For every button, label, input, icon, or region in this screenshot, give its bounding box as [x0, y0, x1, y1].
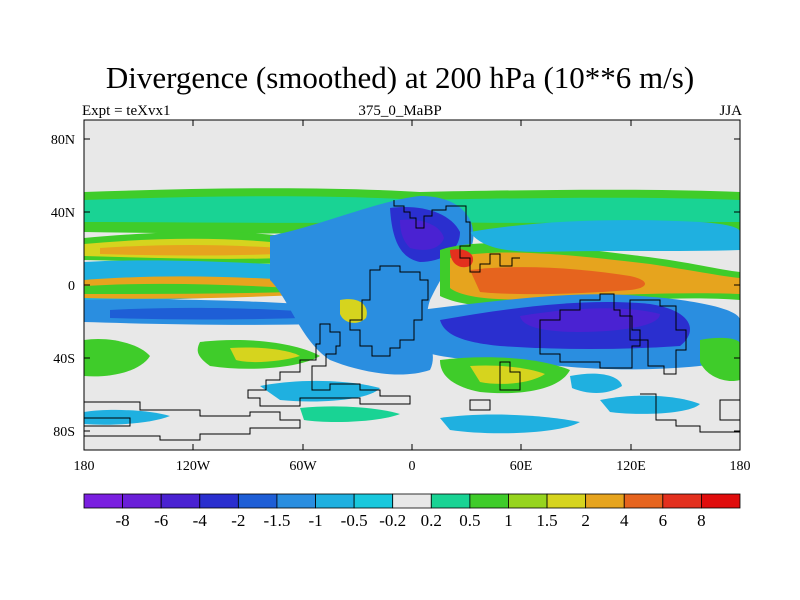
lat-tick: 0	[68, 279, 75, 294]
lat-tick: 40S	[53, 352, 75, 367]
contour-s-cyan-3	[600, 395, 700, 414]
colorbar-swatch	[430, 493, 471, 509]
lon-tick: 180	[730, 459, 751, 474]
contour-s-cyan-4	[84, 409, 170, 425]
contour-belt-orange	[100, 245, 280, 256]
lon-tick: 0	[409, 459, 416, 474]
contour-s-teal	[300, 406, 400, 422]
contour-nasia-cyan	[470, 220, 740, 252]
plot-title: Divergence (smoothed) at 200 hPa (10**6 …	[105, 60, 695, 95]
colorbar-swatch	[160, 493, 201, 509]
contour-satl-yellow	[470, 365, 545, 384]
coast-s-island	[469, 399, 491, 411]
contour-eq-green	[84, 283, 290, 294]
colorbar-label: -1	[308, 511, 322, 530]
colorbar-swatch	[199, 493, 239, 509]
colorbar-swatch	[546, 493, 587, 509]
colorbar-swatch	[276, 493, 316, 509]
contour-sw-green	[84, 338, 150, 377]
colorbar-swatch	[508, 493, 548, 509]
lon-tick: 60E	[510, 459, 533, 474]
coastlines	[84, 200, 740, 441]
colorbar-label: 2	[581, 511, 590, 530]
coast-south-america	[247, 323, 411, 407]
colorbar-swatch	[701, 493, 741, 509]
lat-tick: 40N	[51, 206, 75, 221]
colorbar-swatch	[469, 493, 509, 509]
colorbar-label: -0.5	[341, 511, 368, 530]
coast-australia	[629, 299, 687, 375]
colorbar-label: -0.2	[379, 511, 406, 530]
divergence-field	[84, 120, 740, 450]
coast-madagascar	[499, 361, 521, 391]
contour-s-cyan-1	[260, 380, 380, 402]
colorbar-swatch	[122, 493, 162, 509]
lon-tick: 180	[74, 459, 95, 474]
contour-s-cyan-2	[440, 414, 580, 434]
lon-tick: 60W	[289, 459, 317, 474]
contour-south-darkblue	[110, 307, 310, 320]
colorbar-swatch	[392, 493, 432, 509]
colorbar-label: -8	[116, 511, 130, 530]
colorbar-label: 0.5	[459, 511, 480, 530]
colorbar-label: 0.2	[421, 511, 442, 530]
colorbar-swatch	[585, 493, 625, 509]
coast-laurasia	[393, 200, 520, 273]
contour-indian-purple	[520, 308, 660, 332]
colorbar-label: -2	[231, 511, 245, 530]
lon-tick: 120W	[176, 459, 211, 474]
colorbar-swatch	[662, 493, 702, 509]
colorbar-label: 6	[659, 511, 668, 530]
colorbar-label: 1	[504, 511, 513, 530]
coast-india	[539, 293, 641, 369]
contour-se-green	[700, 337, 740, 382]
colorbar-label: -1.5	[263, 511, 290, 530]
time-label: 375_0_MaBP	[358, 103, 442, 119]
coast-antarctica-inner	[84, 417, 131, 427]
contour-s-cyan-5	[570, 373, 622, 393]
lon-axis: 180 120W 60W 0 60E 120E 180	[74, 120, 751, 474]
season-label: JJA	[719, 103, 742, 119]
coast-antarctica-east	[640, 393, 740, 433]
colorbar-label: 1.5	[536, 511, 557, 530]
contour-spac-yellow	[230, 347, 300, 363]
colorbar-label: -6	[154, 511, 168, 530]
contour-atlantic-yellow	[340, 299, 367, 323]
colorbar-swatch	[353, 493, 394, 509]
coast-se-island	[719, 399, 740, 421]
contour-asia-darkorange	[470, 267, 645, 295]
coast-africa	[349, 265, 429, 357]
colorbar-swatch	[83, 493, 123, 509]
lon-tick: 120E	[616, 459, 646, 474]
contour-africa-purple	[400, 219, 444, 250]
colorbar-swatch	[623, 493, 664, 509]
coast-antarctica-west	[84, 401, 301, 441]
experiment-label: Expt = teXvx1	[82, 103, 171, 119]
colorbar-label: -4	[193, 511, 208, 530]
colorbar: -8 -6 -4 -2 -1.5 -1 -0.5 -0.2 0.2 0.5 1 1.5 2 4 6 8	[83, 493, 741, 530]
colorbar-label: 4	[620, 511, 629, 530]
colorbar-swatch	[315, 493, 355, 509]
lat-tick: 80N	[51, 133, 75, 148]
lat-tick: 80S	[53, 425, 75, 440]
colorbar-swatch	[237, 493, 278, 509]
lat-axis: 80N 40N 0 40S 80S	[51, 133, 740, 440]
colorbar-label: 8	[697, 511, 706, 530]
